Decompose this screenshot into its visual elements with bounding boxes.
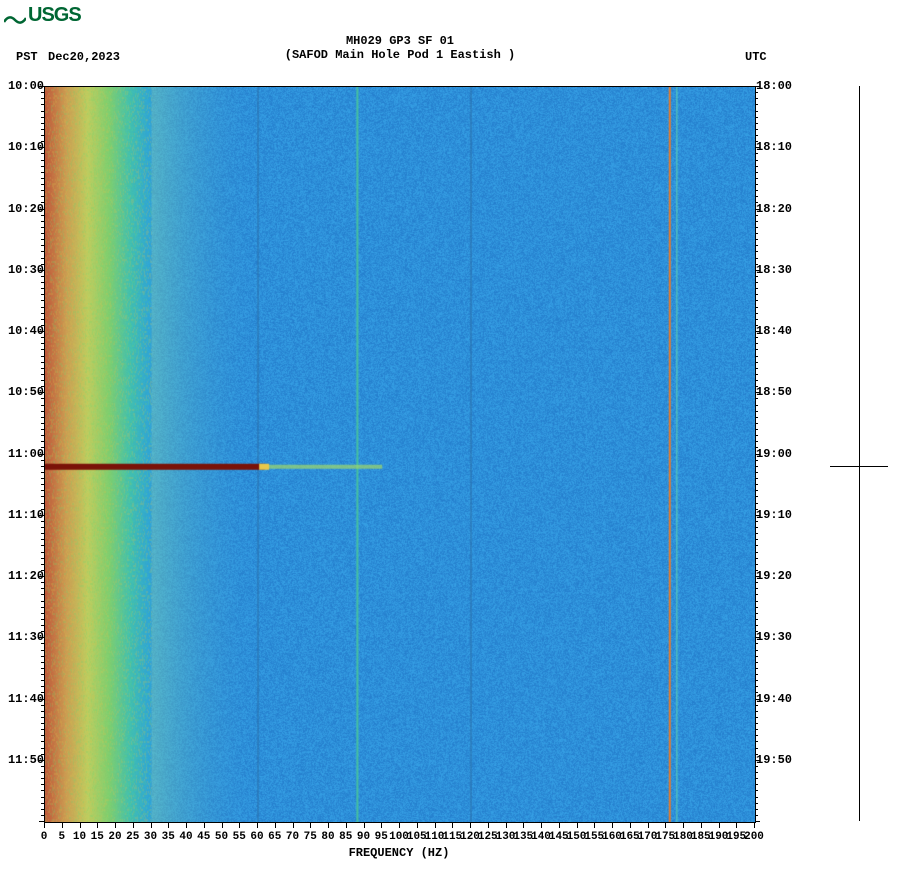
logo-text: USGS bbox=[28, 4, 81, 26]
y-tick-right: 19:40 bbox=[756, 692, 804, 706]
y-tick-left: 10:10 bbox=[0, 140, 44, 154]
x-axis-label: FREQUENCY (HZ) bbox=[44, 846, 754, 860]
y-tick-right: 19:00 bbox=[756, 447, 804, 461]
x-tick: 75 bbox=[304, 831, 317, 843]
y-tick-left: 11:00 bbox=[0, 447, 44, 461]
y-tick-right: 18:20 bbox=[756, 202, 804, 216]
x-tick: 45 bbox=[197, 831, 210, 843]
y-tick-right: 19:30 bbox=[756, 630, 804, 644]
y-tick-right: 18:30 bbox=[756, 263, 804, 277]
spectrogram-plot bbox=[44, 86, 756, 823]
x-minor-ticks bbox=[44, 822, 754, 828]
x-tick: 40 bbox=[179, 831, 192, 843]
x-tick: 0 bbox=[41, 831, 48, 843]
title-line-1: MH029 GP3 SF 01 bbox=[346, 34, 454, 48]
side-marker-hbar bbox=[830, 466, 888, 467]
x-tick: 30 bbox=[144, 831, 157, 843]
y-tick-left: 11:30 bbox=[0, 630, 44, 644]
y-tick-right: 19:10 bbox=[756, 508, 804, 522]
x-tick: 60 bbox=[250, 831, 263, 843]
x-tick: 35 bbox=[162, 831, 175, 843]
y-tick-right: 18:00 bbox=[756, 79, 804, 93]
date-label: Dec20,2023 bbox=[48, 50, 120, 64]
x-tick: 95 bbox=[375, 831, 388, 843]
x-tick: 25 bbox=[126, 831, 139, 843]
timezone-left: PST bbox=[16, 50, 38, 64]
y-tick-left: 11:20 bbox=[0, 569, 44, 583]
x-tick: 20 bbox=[108, 831, 121, 843]
y-minor-ticks-left bbox=[39, 86, 44, 821]
x-tick: 5 bbox=[58, 831, 65, 843]
x-tick: 10 bbox=[73, 831, 86, 843]
x-tick: 50 bbox=[215, 831, 228, 843]
x-tick: 80 bbox=[321, 831, 334, 843]
y-tick-left: 11:40 bbox=[0, 692, 44, 706]
usgs-wave-icon bbox=[4, 9, 26, 23]
x-tick: 85 bbox=[339, 831, 352, 843]
y-tick-right: 18:40 bbox=[756, 324, 804, 338]
y-axis-left: 10:0010:1010:2010:3010:4010:5011:0011:10… bbox=[0, 86, 44, 821]
spectrogram-canvas bbox=[45, 87, 755, 822]
x-tick: 15 bbox=[91, 831, 104, 843]
y-tick-left: 10:30 bbox=[0, 263, 44, 277]
y-tick-left: 11:50 bbox=[0, 753, 44, 767]
x-tick: 90 bbox=[357, 831, 370, 843]
y-tick-left: 11:10 bbox=[0, 508, 44, 522]
y-tick-left: 10:50 bbox=[0, 385, 44, 399]
y-tick-right: 18:10 bbox=[756, 140, 804, 154]
timezone-right: UTC bbox=[745, 50, 767, 64]
y-tick-right: 19:20 bbox=[756, 569, 804, 583]
y-tick-left: 10:00 bbox=[0, 79, 44, 93]
x-tick: 55 bbox=[233, 831, 246, 843]
x-tick: 70 bbox=[286, 831, 299, 843]
y-minor-ticks-right bbox=[755, 86, 760, 821]
y-tick-left: 10:40 bbox=[0, 324, 44, 338]
side-time-marker bbox=[824, 86, 894, 821]
usgs-logo: USGS bbox=[4, 4, 81, 27]
x-tick: 65 bbox=[268, 831, 281, 843]
y-tick-right: 18:50 bbox=[756, 385, 804, 399]
x-tick: 200 bbox=[744, 831, 764, 843]
y-tick-left: 10:20 bbox=[0, 202, 44, 216]
side-marker-vline bbox=[859, 86, 860, 821]
y-axis-right: 18:0018:1018:2018:3018:4018:5019:0019:10… bbox=[756, 86, 804, 821]
y-tick-right: 19:50 bbox=[756, 753, 804, 767]
